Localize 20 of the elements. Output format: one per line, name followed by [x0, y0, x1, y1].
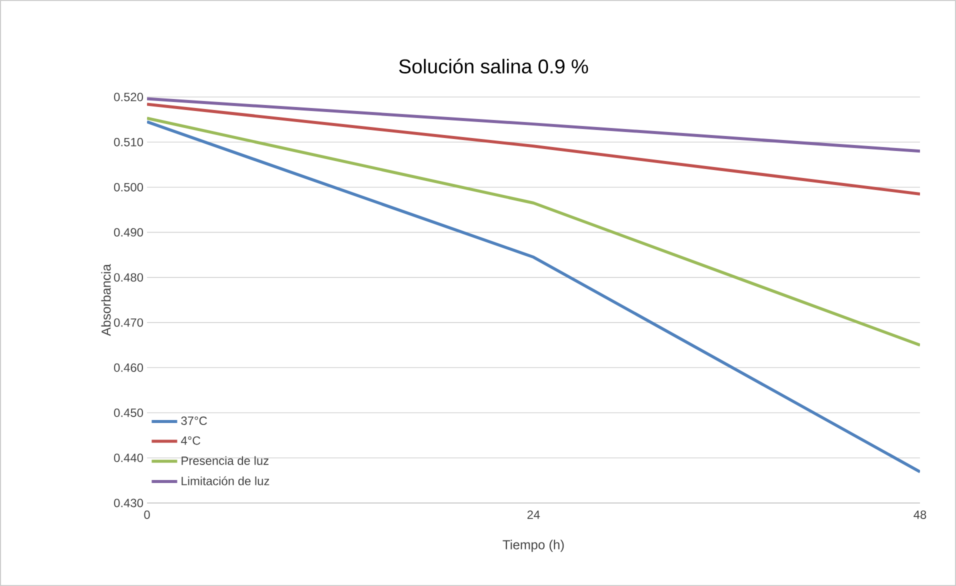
y-tick-label: 0.450	[114, 408, 144, 417]
legend-label: Presencia de luz	[182, 456, 268, 465]
y-tick-label: 0.430	[114, 498, 144, 508]
x-tick-label: 0	[144, 510, 150, 519]
y-tick-label: 0.470	[114, 318, 144, 327]
y-tick-label: 0.490	[114, 228, 144, 237]
x-tick-label: 24	[527, 510, 540, 519]
y-tick-label: 0.440	[114, 454, 144, 462]
y-tick-label: 0.520	[114, 92, 144, 102]
legend-label: 37°C	[181, 416, 207, 425]
y-axis-title: Absorbancia	[101, 264, 111, 336]
y-tick-label: 0.480	[114, 273, 144, 282]
legend-label: Limitación de luz	[182, 476, 270, 486]
y-tick-label: 0.460	[114, 363, 144, 372]
y-tick-label: 0.510	[114, 138, 144, 146]
chart-title: Solución salina 0.9 %	[399, 58, 588, 74]
x-tick-label: 48	[914, 510, 926, 519]
x-axis-title: Tiempo (h)	[502, 540, 564, 552]
legend-label: 4°C	[180, 436, 200, 445]
y-tick-label: 0.500	[114, 182, 144, 192]
